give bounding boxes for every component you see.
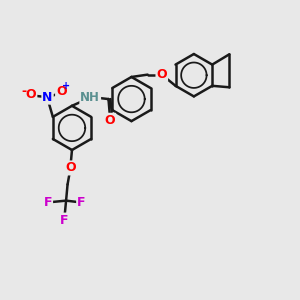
Text: O: O xyxy=(65,161,76,175)
Text: O: O xyxy=(157,68,167,81)
Text: NH: NH xyxy=(80,91,100,104)
Text: F: F xyxy=(60,214,69,226)
Text: -: - xyxy=(21,85,27,98)
Text: +: + xyxy=(62,81,70,91)
Text: F: F xyxy=(44,196,52,208)
Text: O: O xyxy=(105,114,115,127)
Text: F: F xyxy=(77,196,86,208)
Text: N: N xyxy=(42,91,53,103)
Text: O: O xyxy=(56,85,67,98)
Text: O: O xyxy=(26,88,36,101)
